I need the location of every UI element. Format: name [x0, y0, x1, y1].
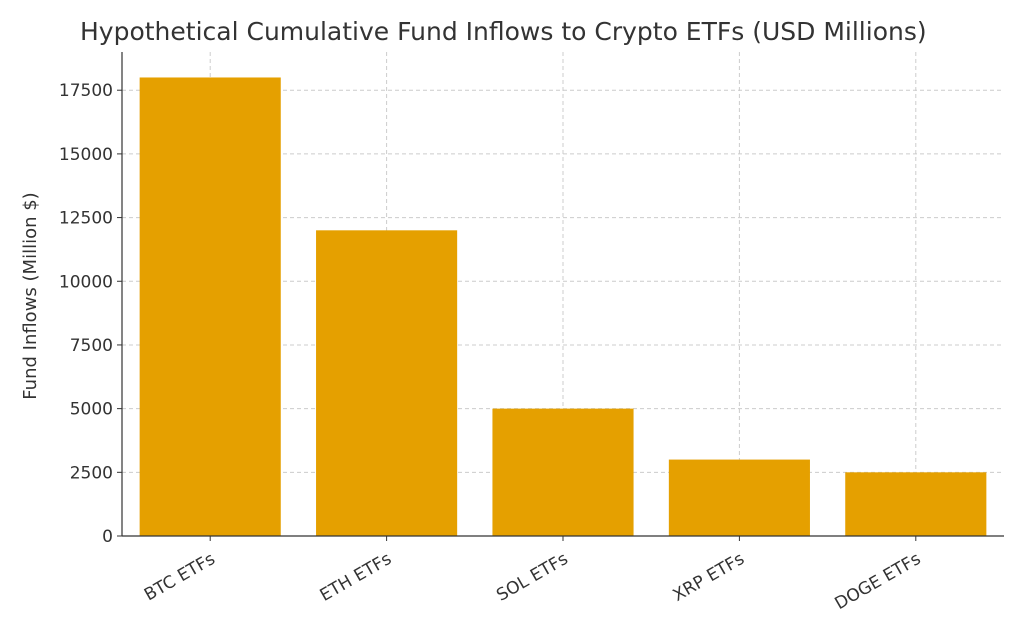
y-tick-label: 12500 [59, 209, 113, 229]
y-tick-label: 7500 [70, 336, 113, 356]
y-tick-label: 15000 [59, 145, 113, 165]
bar-doge-etfs [845, 472, 987, 536]
chart-title: Hypothetical Cumulative Fund Inflows to … [80, 17, 927, 46]
y-ticks: 0 2500 5000 7500 10000 12500 15000 17500 [59, 81, 122, 547]
x-tick-label: BTC ETFs [141, 549, 219, 605]
bars [139, 77, 987, 536]
bar-btc-etfs [139, 77, 281, 536]
y-tick-label: 2500 [70, 463, 113, 483]
x-tick-label: DOGE ETFs [832, 549, 925, 614]
x-ticks: BTC ETFs ETH ETFs SOL ETFs XRP ETFs DOGE ETF… [141, 536, 924, 614]
x-tick-label: XRP ETFs [670, 549, 748, 606]
y-tick-label: 10000 [59, 272, 113, 292]
x-tick-label: ETH ETFs [317, 549, 396, 606]
bar-eth-etfs [316, 230, 458, 536]
y-axis-label: Fund Inflows (Million $) [20, 192, 41, 399]
bar-xrp-etfs [668, 459, 810, 536]
x-tick-label: SOL ETFs [493, 549, 571, 606]
y-tick-label: 0 [102, 527, 113, 547]
y-tick-label: 5000 [70, 400, 113, 420]
bar-sol-etfs [492, 408, 634, 536]
y-tick-label: 17500 [59, 81, 113, 101]
